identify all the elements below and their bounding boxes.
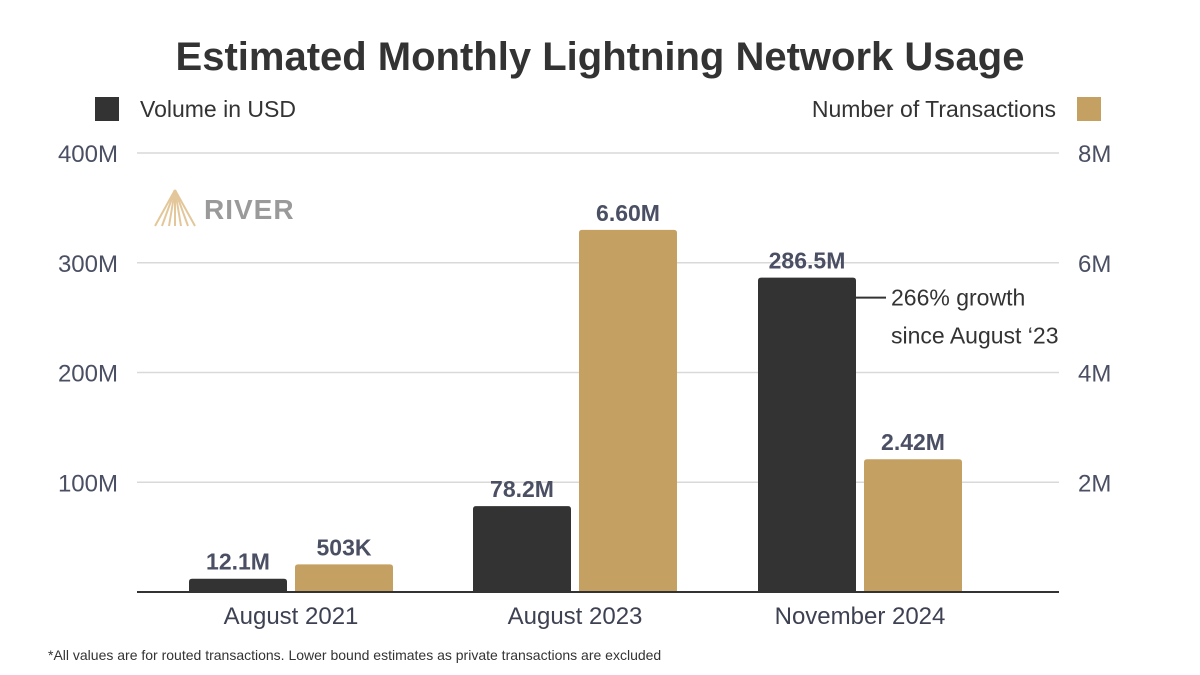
left-tick-label: 400M [58, 141, 118, 168]
bar-transactions [295, 564, 393, 592]
left-tick-label: 300M [58, 251, 118, 278]
bars [189, 229, 962, 592]
right-tick-label: 2M [1078, 470, 1111, 497]
left-tick-label: 100M [58, 470, 118, 497]
legend-label-transactions: Number of Transactions [812, 96, 1056, 122]
bar-transactions [864, 459, 962, 592]
legend-swatch-volume [95, 97, 119, 121]
data-labels: 12.1M 503K 78.2M 6.60M 286.5M 2.42M [206, 200, 945, 575]
data-label-volume: 12.1M [206, 549, 270, 575]
chart-title: Estimated Monthly Lightning Network Usag… [176, 35, 1025, 79]
category-label: August 2023 [508, 603, 643, 630]
data-label-volume: 286.5M [769, 248, 846, 274]
right-tick-label: 4M [1078, 361, 1111, 388]
legend-swatch-transactions [1077, 97, 1101, 121]
bar-volume [758, 277, 856, 592]
right-tick-label: 6M [1078, 251, 1111, 278]
data-label-transactions: 503K [317, 534, 372, 560]
annotation-line-1: 266% growth [891, 285, 1025, 311]
river-logo-icon [154, 189, 196, 227]
category-label: August 2021 [224, 603, 359, 630]
annotation-line-2: since August ‘23 [891, 323, 1059, 349]
data-label-transactions: 2.42M [881, 429, 945, 455]
bar-volume [473, 506, 571, 592]
data-label-volume: 78.2M [490, 476, 554, 502]
river-logo-text: RIVER [204, 194, 295, 225]
legend-label-volume: Volume in USD [140, 96, 296, 122]
category-label: November 2024 [775, 603, 946, 630]
bar-volume [189, 578, 287, 592]
right-axis-ticks: 2M 4M 6M 8M [1078, 141, 1111, 497]
category-labels: August 2021 August 2023 November 2024 [224, 603, 946, 630]
left-tick-label: 200M [58, 361, 118, 388]
growth-annotation: 266% growth since August ‘23 [856, 285, 1059, 349]
footnote: *All values are for routed transactions.… [48, 647, 661, 663]
right-tick-label: 8M [1078, 141, 1111, 168]
data-label-transactions: 6.60M [596, 200, 660, 226]
bar-transactions [579, 229, 677, 592]
river-logo: RIVER [154, 189, 295, 227]
left-axis-ticks: 100M 200M 300M 400M [58, 141, 118, 497]
